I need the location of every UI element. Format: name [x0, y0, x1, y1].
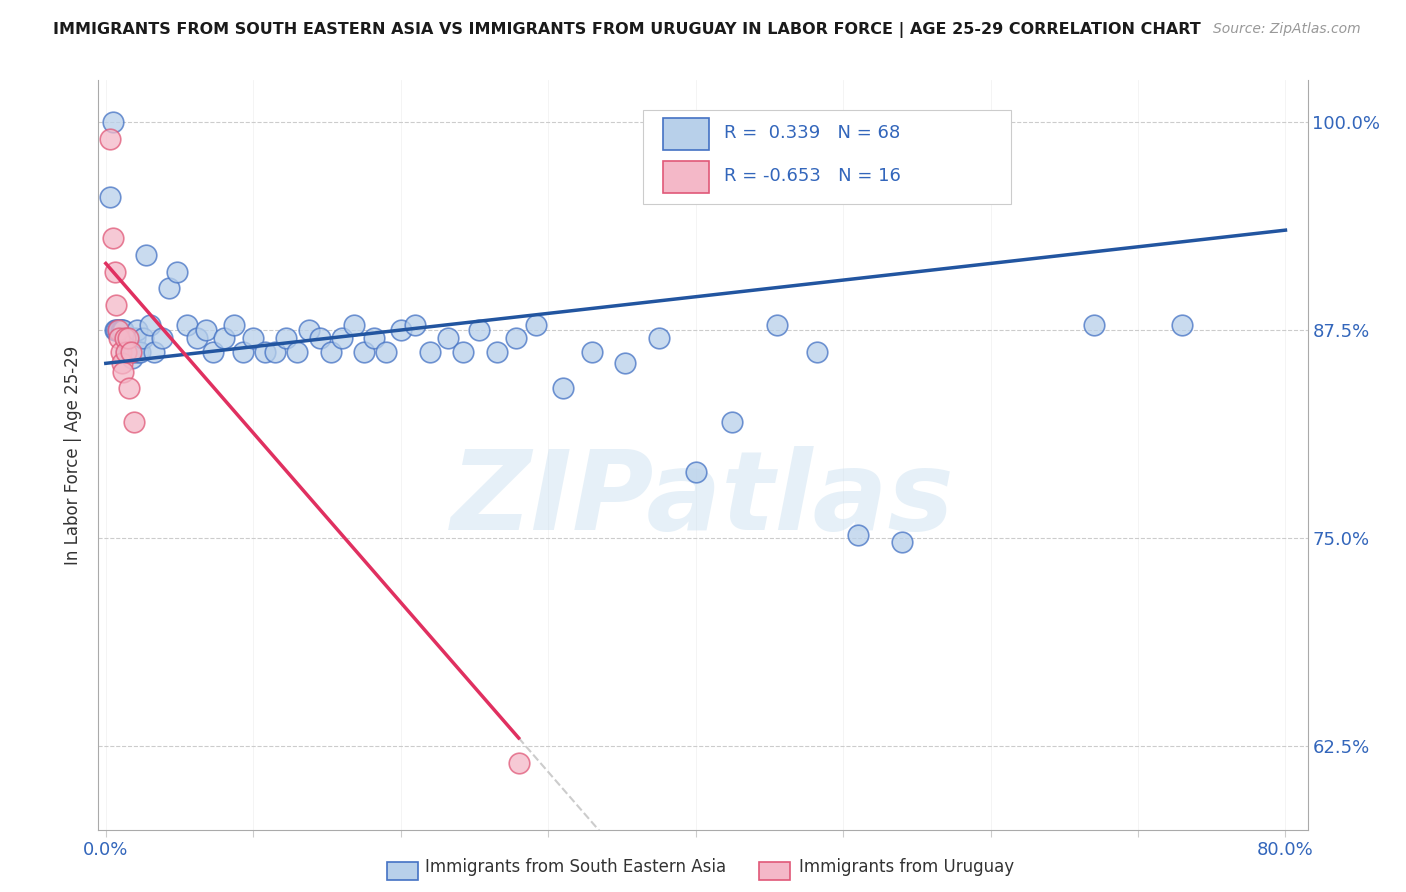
Point [143, 344, 166, 359]
Point [274, 331, 297, 345]
Point [1171, 318, 1194, 332]
Text: R = -0.653   N = 16: R = -0.653 N = 16 [724, 167, 900, 186]
Point [114, 331, 136, 345]
Point [389, 323, 412, 337]
Point [451, 344, 474, 359]
Point [110, 323, 132, 337]
Point [107, 323, 129, 337]
Point [120, 344, 142, 359]
Point [125, 323, 148, 337]
Point [1083, 318, 1105, 332]
Point [107, 323, 129, 337]
Point [508, 756, 530, 770]
Point [105, 298, 128, 312]
Point [114, 331, 136, 345]
Point [120, 344, 142, 359]
Point [101, 115, 124, 129]
Point [157, 281, 180, 295]
Point [105, 323, 128, 337]
Point [581, 344, 603, 359]
Point [108, 331, 131, 345]
Point [117, 331, 139, 345]
Point [186, 331, 208, 345]
Point [139, 318, 162, 332]
Point [112, 323, 135, 337]
Point [524, 318, 547, 332]
Point [110, 344, 132, 359]
Point [363, 331, 385, 345]
Point [108, 323, 131, 337]
Text: Source: ZipAtlas.com: Source: ZipAtlas.com [1213, 22, 1361, 37]
Point [121, 351, 143, 366]
Point [122, 415, 145, 429]
Point [330, 331, 353, 345]
Text: Immigrants from South Eastern Asia: Immigrants from South Eastern Asia [425, 858, 725, 876]
Point [118, 381, 141, 395]
Point [98, 190, 121, 204]
Text: ZIPatlas: ZIPatlas [451, 446, 955, 553]
Point [150, 331, 173, 345]
Point [468, 323, 491, 337]
Point [195, 323, 218, 337]
Point [222, 318, 245, 332]
Point [891, 534, 914, 549]
Point [112, 365, 135, 379]
Point [111, 356, 134, 370]
Point [127, 344, 149, 359]
Point [98, 131, 121, 145]
Point [308, 331, 330, 345]
Point [437, 331, 460, 345]
Point [232, 344, 254, 359]
Point [765, 318, 787, 332]
Point [176, 318, 198, 332]
Point [166, 265, 188, 279]
Point [375, 344, 398, 359]
FancyBboxPatch shape [643, 111, 1011, 204]
Point [212, 331, 235, 345]
Point [242, 331, 264, 345]
Point [419, 344, 441, 359]
Point [353, 344, 375, 359]
FancyBboxPatch shape [664, 161, 709, 193]
Point [485, 344, 508, 359]
Point [111, 323, 134, 337]
Point [128, 344, 150, 359]
Y-axis label: In Labor Force | Age 25-29: In Labor Force | Age 25-29 [65, 345, 83, 565]
Point [135, 248, 157, 262]
Point [115, 344, 138, 359]
Point [721, 415, 744, 429]
Text: IMMIGRANTS FROM SOUTH EASTERN ASIA VS IMMIGRANTS FROM URUGUAY IN LABOR FORCE | A: IMMIGRANTS FROM SOUTH EASTERN ASIA VS IM… [53, 22, 1201, 38]
Point [117, 331, 139, 345]
Point [104, 265, 127, 279]
Point [846, 528, 869, 542]
Point [342, 318, 364, 332]
Point [131, 331, 153, 345]
Point [122, 344, 145, 359]
Point [118, 344, 141, 359]
Text: R =  0.339   N = 68: R = 0.339 N = 68 [724, 124, 900, 142]
Point [806, 344, 828, 359]
Point [115, 344, 138, 359]
Point [613, 356, 636, 370]
Point [648, 331, 671, 345]
Point [321, 344, 343, 359]
Text: Immigrants from Uruguay: Immigrants from Uruguay [799, 858, 1014, 876]
Point [551, 381, 574, 395]
Point [101, 231, 124, 245]
FancyBboxPatch shape [664, 118, 709, 150]
Point [404, 318, 426, 332]
Point [104, 323, 127, 337]
Point [685, 465, 707, 479]
Point [287, 344, 309, 359]
Point [298, 323, 321, 337]
Point [254, 344, 277, 359]
Point [202, 344, 225, 359]
Point [505, 331, 527, 345]
Point [264, 344, 287, 359]
Point [124, 331, 146, 345]
